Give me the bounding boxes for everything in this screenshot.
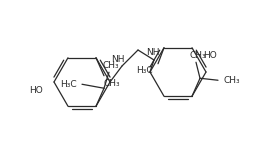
Text: NH: NH (146, 47, 160, 56)
Text: CH₃: CH₃ (104, 79, 120, 88)
Text: H₃C: H₃C (136, 66, 152, 75)
Text: H₃C: H₃C (60, 80, 76, 89)
Text: NH: NH (111, 55, 125, 64)
Text: CH₃: CH₃ (190, 51, 206, 60)
Text: HO: HO (29, 86, 43, 95)
Text: CH₃: CH₃ (224, 76, 240, 85)
Text: CH₃: CH₃ (103, 61, 119, 70)
Text: HO: HO (203, 51, 217, 60)
